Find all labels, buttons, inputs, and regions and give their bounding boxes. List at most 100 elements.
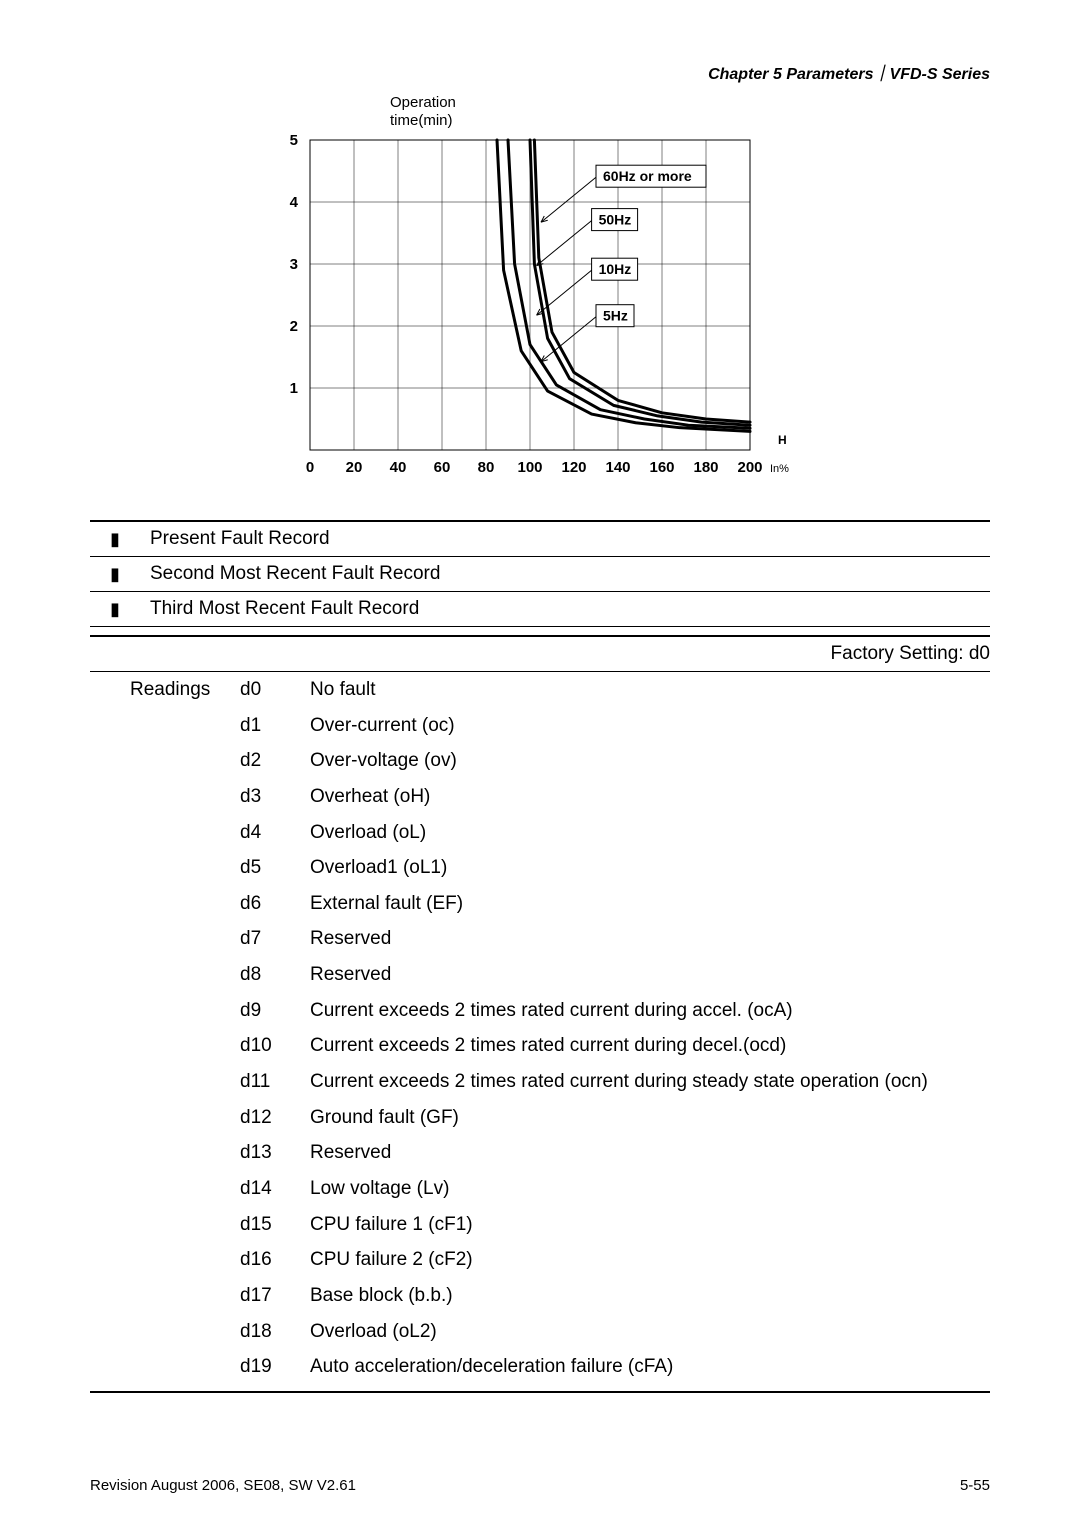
- svg-text:2: 2: [290, 318, 298, 335]
- fault-record-row: ▮Third Most Recent Fault Record: [90, 592, 990, 627]
- chart-y-title: Operation time(min): [390, 94, 820, 130]
- reading-row: d17Base block (b.b.): [90, 1278, 990, 1314]
- footer-revision: Revision August 2006, SE08, SW V2.61: [90, 1477, 356, 1494]
- reading-description: Overheat (oH): [310, 784, 990, 810]
- reading-code: d6: [240, 891, 310, 917]
- svg-text:120: 120: [561, 459, 586, 476]
- readings-heading-col: Readings: [90, 677, 240, 703]
- reading-description: Current exceeds 2 times rated current du…: [310, 998, 990, 1024]
- reading-code: d9: [240, 998, 310, 1024]
- reading-row: d18Overload (oL2): [90, 1314, 990, 1350]
- svg-text:H: H: [778, 433, 787, 447]
- reading-row: d13Reserved: [90, 1135, 990, 1171]
- header-separator: ｜: [874, 66, 890, 83]
- page-header: Chapter 5 Parameters｜VFD-S Series: [90, 60, 990, 84]
- reading-code: d17: [240, 1283, 310, 1309]
- reading-description: Overload (oL): [310, 820, 990, 846]
- reading-description: Overload1 (oL1): [310, 855, 990, 881]
- reading-code: d16: [240, 1247, 310, 1273]
- chapter-label: Chapter 5 Parameters: [708, 66, 873, 83]
- reading-row: d6External fault (EF): [90, 886, 990, 922]
- svg-text:3: 3: [290, 256, 298, 273]
- svg-text:5: 5: [290, 132, 298, 149]
- svg-text:0: 0: [306, 459, 314, 476]
- reading-row: d4Overload (oL): [90, 815, 990, 851]
- reading-description: Reserved: [310, 926, 990, 952]
- reading-description: Reserved: [310, 1140, 990, 1166]
- svg-text:40: 40: [390, 459, 407, 476]
- reading-description: Current exceeds 2 times rated current du…: [310, 1069, 990, 1095]
- reading-row: d1Over-current (oc): [90, 708, 990, 744]
- reading-row: d14Low voltage (Lv): [90, 1171, 990, 1207]
- series-label: VFD-S Series: [890, 66, 990, 83]
- reading-description: External fault (EF): [310, 891, 990, 917]
- svg-text:160: 160: [649, 459, 674, 476]
- reading-code: d8: [240, 962, 310, 988]
- fault-bullet-icon: ▮: [90, 529, 150, 550]
- svg-text:180: 180: [693, 459, 718, 476]
- reading-description: Low voltage (Lv): [310, 1176, 990, 1202]
- fault-bullet-icon: ▮: [90, 599, 150, 620]
- svg-text:200: 200: [737, 459, 762, 476]
- reading-description: CPU failure 2 (cF2): [310, 1247, 990, 1273]
- reading-row: d12Ground fault (GF): [90, 1100, 990, 1136]
- reading-code: d0: [240, 677, 310, 703]
- reading-description: Over-voltage (ov): [310, 748, 990, 774]
- reading-code: d3: [240, 784, 310, 810]
- svg-text:10Hz: 10Hz: [599, 261, 632, 277]
- reading-code: d15: [240, 1212, 310, 1238]
- reading-row: d3Overheat (oH): [90, 779, 990, 815]
- reading-code: d4: [240, 820, 310, 846]
- fault-record-label: Third Most Recent Fault Record: [150, 598, 419, 620]
- reading-description: Auto acceleration/deceleration failure (…: [310, 1354, 990, 1380]
- svg-text:100: 100: [517, 459, 542, 476]
- factory-setting-row: Factory Setting: d0: [90, 635, 990, 672]
- reading-code: d13: [240, 1140, 310, 1166]
- fault-record-row: ▮Second Most Recent Fault Record: [90, 557, 990, 592]
- fault-record-label: Second Most Recent Fault Record: [150, 563, 440, 585]
- reading-row: d19Auto acceleration/deceleration failur…: [90, 1349, 990, 1385]
- svg-text:4: 4: [290, 194, 299, 211]
- reading-code: d14: [240, 1176, 310, 1202]
- reading-code: d5: [240, 855, 310, 881]
- svg-text:50Hz: 50Hz: [599, 212, 632, 228]
- operation-time-chart: Operation time(min) 02040608010012014016…: [260, 94, 820, 500]
- reading-description: No fault: [310, 677, 990, 703]
- svg-text:In%: In%: [770, 463, 789, 475]
- reading-description: Ground fault (GF): [310, 1105, 990, 1131]
- reading-description: Base block (b.b.): [310, 1283, 990, 1309]
- svg-text:1: 1: [290, 380, 298, 397]
- readings-table: Readingsd0No faultd1Over-current (oc)d2O…: [90, 672, 990, 1393]
- svg-text:60: 60: [434, 459, 451, 476]
- reading-description: Current exceeds 2 times rated current du…: [310, 1033, 990, 1059]
- page-footer: Revision August 2006, SE08, SW V2.61 5-5…: [90, 1477, 990, 1494]
- reading-code: d1: [240, 713, 310, 739]
- reading-code: d7: [240, 926, 310, 952]
- factory-setting-label: Factory Setting: d0: [831, 643, 990, 665]
- fault-record-list: ▮Present Fault Record▮Second Most Recent…: [90, 520, 990, 627]
- reading-row: d7Reserved: [90, 921, 990, 957]
- svg-text:60Hz or more: 60Hz or more: [603, 168, 692, 184]
- reading-row: d11Current exceeds 2 times rated current…: [90, 1064, 990, 1100]
- svg-text:80: 80: [478, 459, 495, 476]
- fault-record-label: Present Fault Record: [150, 528, 330, 550]
- reading-code: d18: [240, 1319, 310, 1345]
- reading-row: d2Over-voltage (ov): [90, 743, 990, 779]
- reading-description: Overload (oL2): [310, 1319, 990, 1345]
- reading-code: d10: [240, 1033, 310, 1059]
- reading-description: CPU failure 1 (cF1): [310, 1212, 990, 1238]
- fault-bullet-icon: ▮: [90, 564, 150, 585]
- reading-code: d11: [240, 1069, 310, 1095]
- reading-code: d2: [240, 748, 310, 774]
- reading-row: Readingsd0No fault: [90, 672, 990, 708]
- chart-svg: 0 20 40 60 80 100 120 140 160 180 200 1 2 3 4 5 60Hz or …: [260, 130, 820, 500]
- reading-row: d8Reserved: [90, 957, 990, 993]
- svg-text:140: 140: [605, 459, 630, 476]
- svg-text:20: 20: [346, 459, 363, 476]
- reading-code: d12: [240, 1105, 310, 1131]
- fault-record-row: ▮Present Fault Record: [90, 520, 990, 557]
- footer-page-number: 5-55: [960, 1477, 990, 1494]
- reading-row: d15CPU failure 1 (cF1): [90, 1207, 990, 1243]
- reading-row: d9Current exceeds 2 times rated current …: [90, 993, 990, 1029]
- reading-row: d5Overload1 (oL1): [90, 850, 990, 886]
